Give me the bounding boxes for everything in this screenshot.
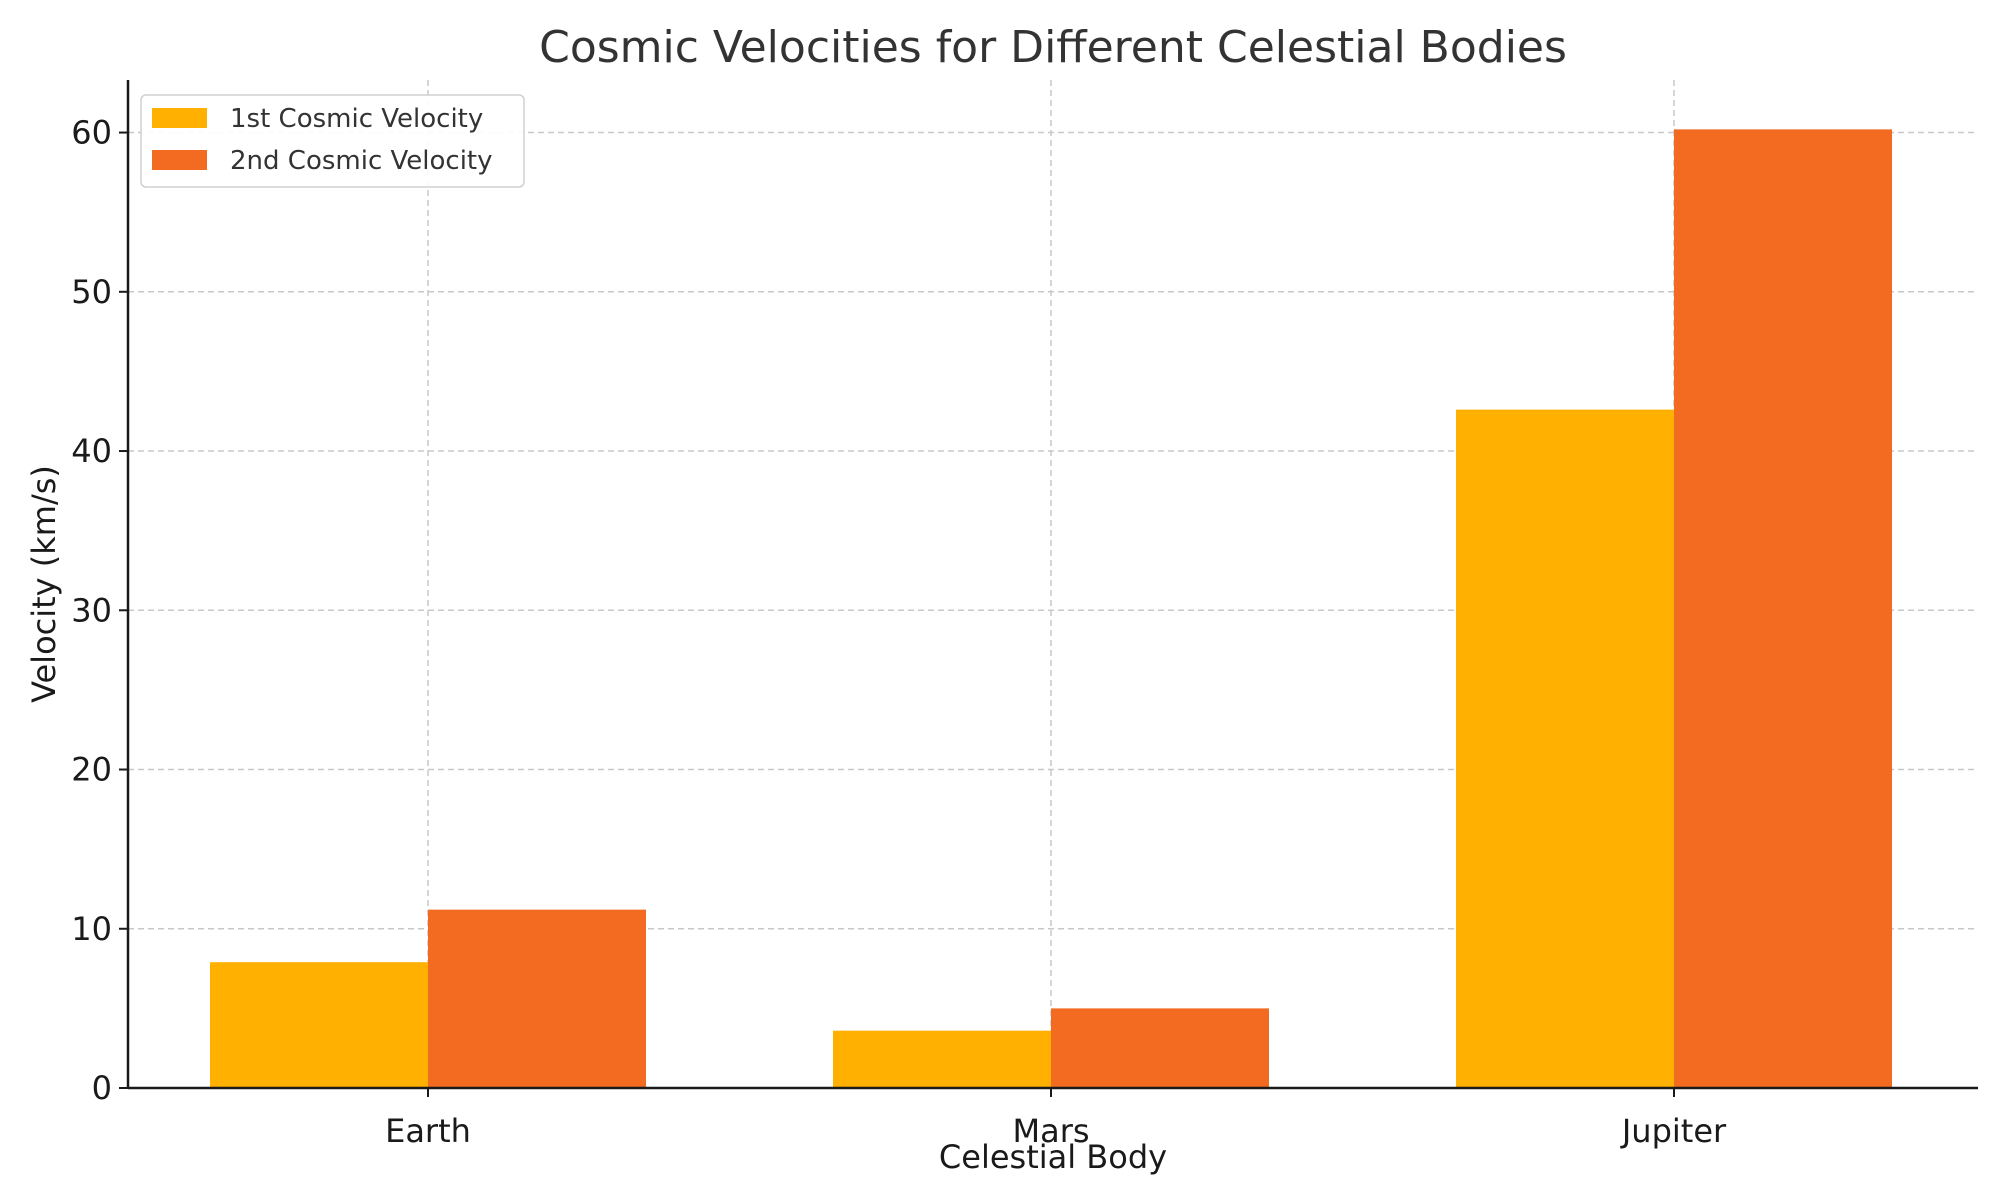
bar-earth-1st-cosmic-velocity <box>210 962 428 1088</box>
y-tick-label: 60 <box>71 114 112 152</box>
bar-jupiter-1st-cosmic-velocity <box>1456 409 1674 1088</box>
x-tick-label-earth: Earth <box>385 1112 471 1150</box>
y-axis-label: Velocity (km/s) <box>25 465 63 703</box>
bar-jupiter-2nd-cosmic-velocity <box>1674 129 1892 1088</box>
legend-swatch-1st-cosmic-velocity <box>152 108 207 128</box>
y-tick-label: 20 <box>71 751 112 789</box>
y-tick-label: 30 <box>71 591 112 629</box>
legend-label-1st-cosmic-velocity: 1st Cosmic Velocity <box>230 104 483 134</box>
legend-label-2nd-cosmic-velocity: 2nd Cosmic Velocity <box>230 146 493 176</box>
y-tick-label: 0 <box>92 1069 112 1107</box>
chart-title: Cosmic Velocities for Different Celestia… <box>539 22 1567 73</box>
legend-swatch-2nd-cosmic-velocity <box>152 150 207 170</box>
legend-box <box>140 94 525 188</box>
bar-mars-1st-cosmic-velocity <box>833 1030 1051 1088</box>
y-tick-label: 50 <box>71 273 112 311</box>
x-axis-label: Celestial Body <box>939 1138 1167 1176</box>
legend: 1st Cosmic Velocity 2nd Cosmic Velocity <box>140 94 525 188</box>
x-tick-label-mars: Mars <box>1012 1112 1089 1150</box>
y-tick-label: 10 <box>71 910 112 948</box>
axes <box>126 80 1978 1090</box>
bar-mars-2nd-cosmic-velocity <box>1051 1008 1269 1088</box>
y-tick-label: 40 <box>71 432 112 470</box>
bar-earth-2nd-cosmic-velocity <box>428 909 646 1088</box>
ticks: 0 10 20 30 40 50 60 Earth Mars Jupiter <box>71 114 1727 1150</box>
x-tick-label-jupiter: Jupiter <box>1620 1112 1727 1150</box>
bars <box>210 129 1892 1088</box>
